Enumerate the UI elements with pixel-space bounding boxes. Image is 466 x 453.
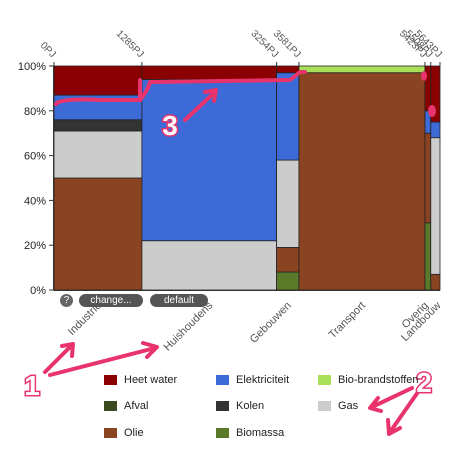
legend-label: Kolen xyxy=(236,400,265,412)
bar-segment-industrie-heet-water[interactable] xyxy=(53,65,143,96)
legend-label: Olie xyxy=(124,427,144,439)
bar-segment-huishoudens-elektriciteit[interactable] xyxy=(141,79,277,242)
bar-segment-industrie-kolen[interactable] xyxy=(53,119,143,132)
legend-label: Gas xyxy=(338,400,359,412)
bar-segment-landbouw-olie[interactable] xyxy=(430,273,441,291)
bar-segment-huishoudens-heet-water[interactable] xyxy=(141,65,277,80)
y-tick-label: 20% xyxy=(24,240,46,252)
top-tick-label: 0PJ xyxy=(38,40,58,60)
legend-swatch xyxy=(216,375,229,385)
arrow-2b-head xyxy=(386,418,402,436)
help-button[interactable]: ? xyxy=(60,294,73,307)
x-category-label-gebouwen: Gebouwen xyxy=(248,300,294,346)
legend-item-olie[interactable]: Olie xyxy=(104,427,144,439)
legend-label: Biomassa xyxy=(236,427,285,439)
arrow-3 xyxy=(183,90,217,122)
bar-segment-gebouwen-olie[interactable] xyxy=(276,247,300,273)
arrow-1a-head xyxy=(60,342,75,358)
legend-label: Heet water xyxy=(124,374,178,386)
legend-item-elektriciteit[interactable]: Elektriciteit xyxy=(216,374,289,386)
bar-segment-overig-olie[interactable] xyxy=(424,132,432,224)
legend-item-afval[interactable]: Afval xyxy=(104,400,148,412)
arrow-1b xyxy=(48,346,157,377)
y-tick-label: 0% xyxy=(30,285,46,297)
legend-swatch xyxy=(104,428,117,438)
arrow-2b xyxy=(388,390,420,434)
y-tick-label: 40% xyxy=(24,195,46,207)
bar-segment-overig-biomassa[interactable] xyxy=(424,222,432,291)
legend-item-gas[interactable]: Gas xyxy=(318,400,358,412)
bar-segment-gebouwen-elektriciteit[interactable] xyxy=(276,72,300,161)
arrow-1b-head xyxy=(141,341,159,359)
x-category-label-huishoudens: Huishoudens xyxy=(161,299,215,353)
bar-segment-gebouwen-gas[interactable] xyxy=(276,159,300,248)
highlight-dot xyxy=(421,71,427,81)
annotation-1: 1 xyxy=(24,370,40,401)
y-tick-label: 100% xyxy=(18,61,46,73)
legend-swatch xyxy=(216,428,229,438)
legend-swatch xyxy=(318,401,331,411)
legend-label: Elektriciteit xyxy=(236,374,290,386)
x-category-label-transport: Transport xyxy=(327,300,368,341)
top-tick-label: 1285PJ xyxy=(114,28,146,60)
highlight-dot xyxy=(428,105,436,117)
legend-swatch xyxy=(104,375,117,385)
legend-swatch xyxy=(216,401,229,411)
bar-segment-landbouw-gas[interactable] xyxy=(430,137,441,275)
arrow-3-head xyxy=(203,88,218,103)
bar-segment-landbouw-heet-water[interactable] xyxy=(430,65,441,123)
bar-segment-transport-olie[interactable] xyxy=(298,72,426,291)
bar-segment-gebouwen-heet-water[interactable] xyxy=(276,65,300,74)
legend-swatch xyxy=(104,401,117,411)
arrow-1a xyxy=(43,343,74,374)
default-button[interactable]: default xyxy=(150,294,208,307)
legend-item-heet-water[interactable]: Heet water xyxy=(104,374,177,386)
annotation-3: 3 xyxy=(162,110,178,141)
bar-segment-industrie-olie[interactable] xyxy=(53,177,143,291)
bar-segment-transport-bio-brandstoffen[interactable] xyxy=(298,65,426,74)
bar-segment-industrie-gas[interactable] xyxy=(53,130,143,179)
legend-label: Afval xyxy=(124,400,149,412)
legend-item-kolen[interactable]: Kolen xyxy=(216,400,264,412)
arrow-2a-head xyxy=(368,396,383,413)
legend-item-biomassa[interactable]: Biomassa xyxy=(216,427,284,439)
bar-segment-landbouw-elektriciteit[interactable] xyxy=(430,121,441,139)
annotation-2: 2 xyxy=(416,367,432,398)
y-tick-label: 80% xyxy=(24,106,46,118)
legend-label: Bio-brandstoffen xyxy=(338,374,419,386)
bar-segment-gebouwen-biomassa[interactable] xyxy=(276,271,300,291)
legend-item-bio-brandstoffen[interactable]: Bio-brandstoffen xyxy=(318,374,419,386)
bar-segment-huishoudens-gas[interactable] xyxy=(141,240,277,291)
change-button[interactable]: change... xyxy=(79,294,143,307)
legend-swatch xyxy=(318,375,331,385)
arrow-2a xyxy=(370,386,414,409)
y-tick-label: 60% xyxy=(24,151,46,163)
